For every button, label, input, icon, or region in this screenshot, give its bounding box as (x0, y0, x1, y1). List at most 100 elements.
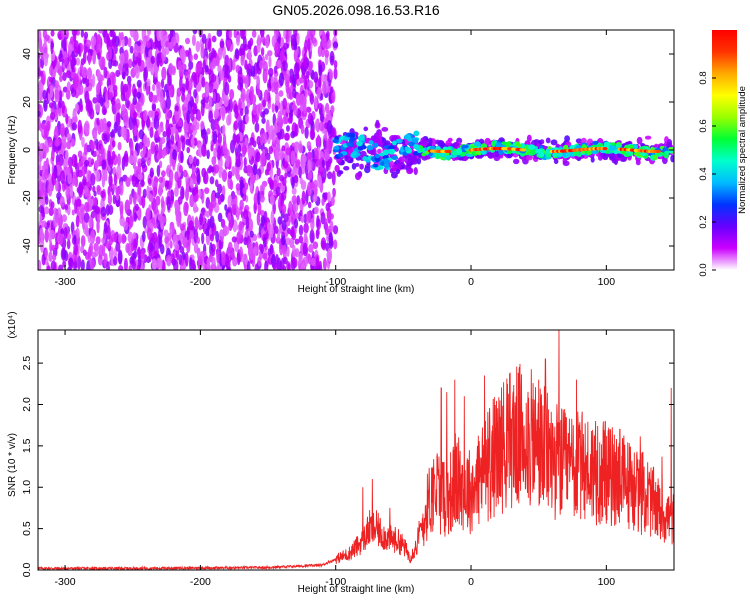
heatmap-cell (206, 128, 211, 135)
heatmap-cell (158, 145, 162, 160)
heatmap-cell (160, 32, 165, 48)
heatmap-cell (271, 82, 275, 93)
heatmap-cell (557, 153, 564, 157)
heatmap-cell (226, 149, 230, 161)
heatmap-cell (325, 202, 330, 212)
heatmap-cell (197, 63, 203, 74)
spectrogram-x-tick-label: -100 (325, 276, 346, 288)
heatmap-cell (161, 170, 166, 177)
heatmap-cell (153, 115, 160, 130)
heatmap-cell (112, 60, 119, 67)
heatmap-cell (247, 48, 252, 59)
heatmap-cell (290, 131, 296, 139)
heatmap-cell (274, 148, 279, 162)
heatmap-cell (305, 106, 312, 113)
heatmap-cell (213, 164, 220, 174)
heatmap-cell (456, 147, 463, 155)
heatmap-cell (76, 198, 82, 207)
heatmap-cell (295, 92, 302, 106)
heatmap-cell (314, 118, 320, 132)
heatmap-cell (61, 100, 65, 114)
heatmap-cell (273, 65, 278, 74)
heatmap-cell (301, 190, 306, 205)
heatmap-cell (363, 126, 369, 132)
heatmap-cell (632, 143, 638, 150)
heatmap-cell (302, 154, 307, 163)
snr-y-tick-label: 0.5 (21, 521, 33, 536)
heatmap-cell (54, 138, 60, 147)
heatmap-cell (127, 231, 134, 244)
heatmap-cell (314, 95, 318, 110)
heatmap-cell (296, 195, 301, 206)
snr-x-tick-label: 100 (598, 576, 616, 588)
snr-y-tick-label: 1.0 (21, 480, 33, 495)
heatmap-cell (223, 93, 229, 108)
heatmap-cell (190, 138, 195, 147)
heatmap-cell (41, 123, 46, 130)
heatmap-cell (166, 254, 172, 267)
heatmap-cell (262, 236, 267, 248)
spectrogram-y-ticks: -40 -20 0 20 40 (21, 48, 674, 254)
heatmap-cell (97, 52, 101, 60)
heatmap-cell (93, 196, 98, 207)
heatmap-cell (387, 145, 395, 150)
heatmap-cell (108, 91, 113, 100)
heatmap-cell (103, 66, 108, 79)
heatmap-cell (317, 45, 323, 58)
heatmap-cell (266, 222, 272, 232)
heatmap-cell (188, 60, 194, 70)
heatmap-cell (231, 165, 236, 177)
heatmap-cell (282, 60, 288, 72)
heatmap-cell (107, 150, 112, 166)
heatmap-cell (310, 257, 316, 267)
heatmap-cell (166, 196, 171, 211)
heatmap-cell (218, 229, 225, 243)
heatmap-cell (137, 57, 142, 67)
heatmap-cell (57, 207, 62, 219)
heatmap-cell (54, 125, 58, 133)
heatmap-cell (156, 53, 160, 68)
heatmap-cell (230, 250, 235, 258)
heatmap-cell (63, 226, 68, 239)
heatmap-cell (189, 231, 195, 240)
heatmap-cell (59, 50, 63, 59)
heatmap-cell (321, 197, 325, 206)
heatmap-cell (208, 52, 213, 62)
heatmap-cell (338, 170, 344, 175)
heatmap-cell (598, 138, 603, 144)
snr-x-tick-label: -100 (325, 576, 346, 588)
heatmap-cell (166, 127, 172, 138)
heatmap-cell (216, 183, 223, 194)
heatmap-cell (81, 77, 87, 85)
heatmap-cell (50, 30, 55, 37)
heatmap-cell (265, 231, 269, 240)
heatmap-cell (87, 52, 92, 65)
heatmap-cell (134, 166, 140, 178)
snr-x-tick-label: 0 (468, 576, 474, 588)
heatmap-cell (257, 256, 262, 267)
heatmap-cell (317, 175, 323, 189)
heatmap-cell (197, 255, 203, 269)
heatmap-cell (275, 254, 279, 265)
heatmap-cell (320, 237, 327, 250)
heatmap-cell (374, 153, 380, 159)
heatmap-cell (319, 92, 324, 101)
heatmap-cell (103, 108, 107, 115)
heatmap-cell (193, 88, 198, 99)
heatmap-cell (250, 175, 256, 185)
heatmap-cell (231, 236, 237, 243)
heatmap-cell (90, 211, 96, 219)
heatmap-cell (131, 252, 135, 263)
heatmap-cell (281, 145, 286, 152)
heatmap-cell (108, 58, 113, 70)
heatmap-cell (160, 196, 165, 209)
heatmap-cell (294, 218, 299, 229)
heatmap-cell (191, 34, 196, 47)
heatmap-cell (52, 254, 57, 261)
heatmap-cell (157, 257, 163, 269)
heatmap-cell (281, 235, 286, 246)
heatmap-cell (196, 236, 201, 245)
heatmap-cell (169, 240, 173, 249)
heatmap-cell (135, 143, 139, 152)
heatmap-cell (125, 177, 131, 188)
